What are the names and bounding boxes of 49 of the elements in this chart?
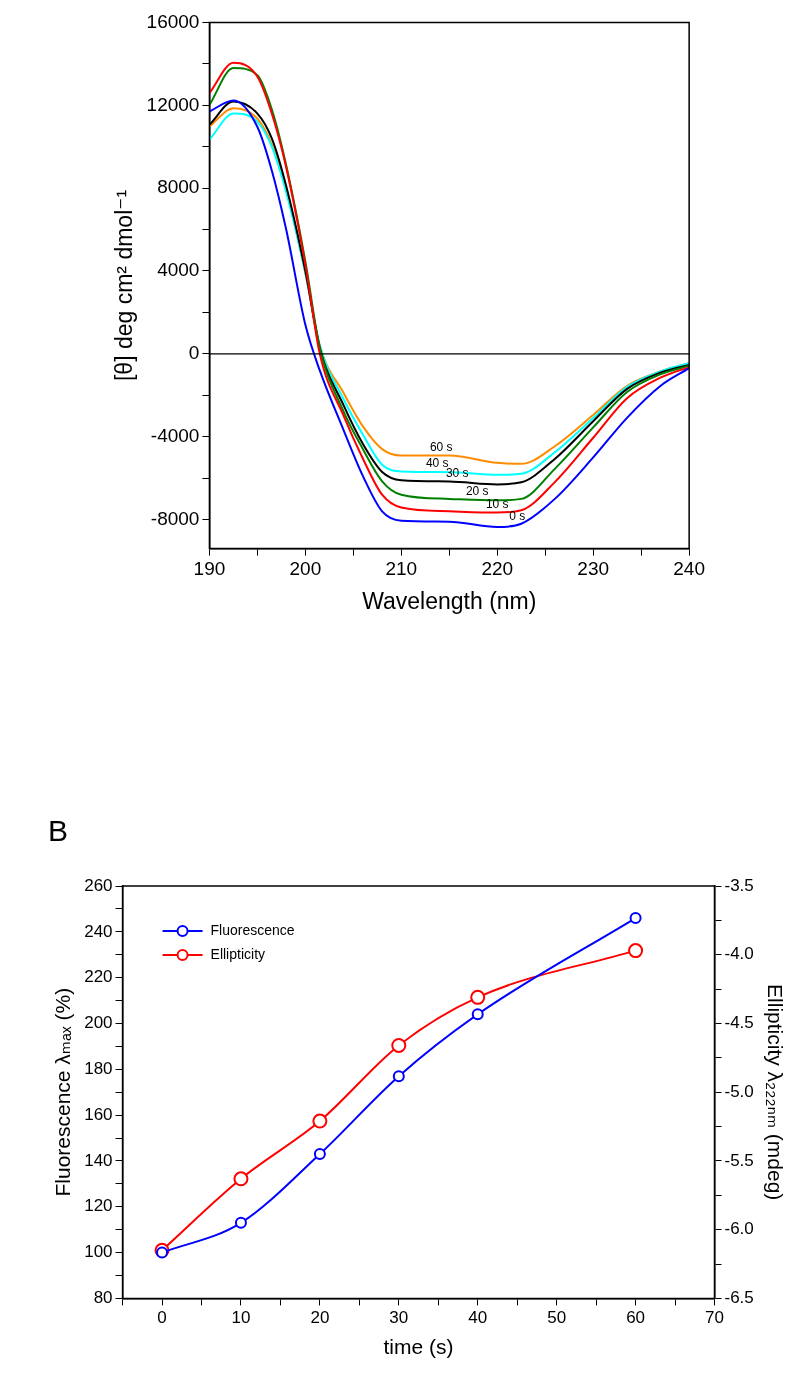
series-label: 10 s [485,496,509,511]
y2-tick-label: -4.0 [724,944,754,964]
x-axis-title: Wavelength (nm) [362,587,537,614]
x-tick-label: 190 [193,558,226,580]
y-tick-label: -4000 [150,424,200,446]
x-tick-label: 70 [705,1308,724,1328]
y-tick-label: 260 [84,875,113,895]
y-tick-label: 80 [93,1288,113,1308]
y2-axis-title: Ellipticity λ₂₂₂ₙₘ (mdeg) [763,984,787,1201]
y-tick-label: 160 [84,1104,113,1124]
x-tick-label: 50 [547,1308,567,1328]
chart-title: B [48,814,69,848]
y-tick-label: 0 [188,342,200,364]
y-tick-label: 120 [84,1196,113,1216]
y2-tick-label: -5.0 [724,1081,754,1101]
series-label: 0 s [509,508,526,523]
x-tick-label: 40 [468,1308,488,1328]
y-tick-label: -8000 [150,507,200,529]
y-tick-label: 220 [84,967,113,987]
y-tick-label: 4000 [157,259,200,281]
x-tick-label: 210 [385,558,418,580]
x-tick-label: 10 [231,1308,251,1328]
y-tick-label: 12000 [146,93,200,115]
y-tick-label: 140 [84,1150,113,1170]
x-tick-label: 220 [481,558,514,580]
series-label: 60 s [429,439,453,454]
y2-tick-label: -5.5 [724,1150,754,1170]
y-tick-label: 8000 [157,176,200,198]
y-tick-label: 240 [84,921,113,941]
x-tick-label: 230 [577,558,610,580]
legend-label: Fluorescence [210,921,295,938]
y-tick-label: 200 [84,1013,113,1033]
x-tick-label: 240 [673,558,705,580]
y2-tick-label: -6.5 [724,1288,754,1308]
x-tick-label: 20 [310,1308,330,1328]
x-tick-label: 30 [389,1308,409,1328]
y-axis-title: [θ] deg cm² dmol⁻¹ [111,189,138,382]
x-tick-label: 200 [289,558,322,580]
series-label: 20 s [465,484,489,499]
y2-tick-label: -6.0 [724,1219,754,1239]
legend-label: Ellipticity [210,945,266,962]
y2-tick-label: -4.5 [724,1013,754,1033]
y-tick-label: 16000 [146,10,200,32]
y-tick-label: 100 [84,1242,113,1262]
y-tick-label: 180 [84,1058,113,1078]
x-tick-label: 60 [626,1308,646,1328]
y-axis-title: Fluorescence λₘₐₓ (%) [51,987,75,1197]
x-axis-title: time (s) [383,1335,454,1359]
y2-tick-label: -3.5 [724,875,754,895]
